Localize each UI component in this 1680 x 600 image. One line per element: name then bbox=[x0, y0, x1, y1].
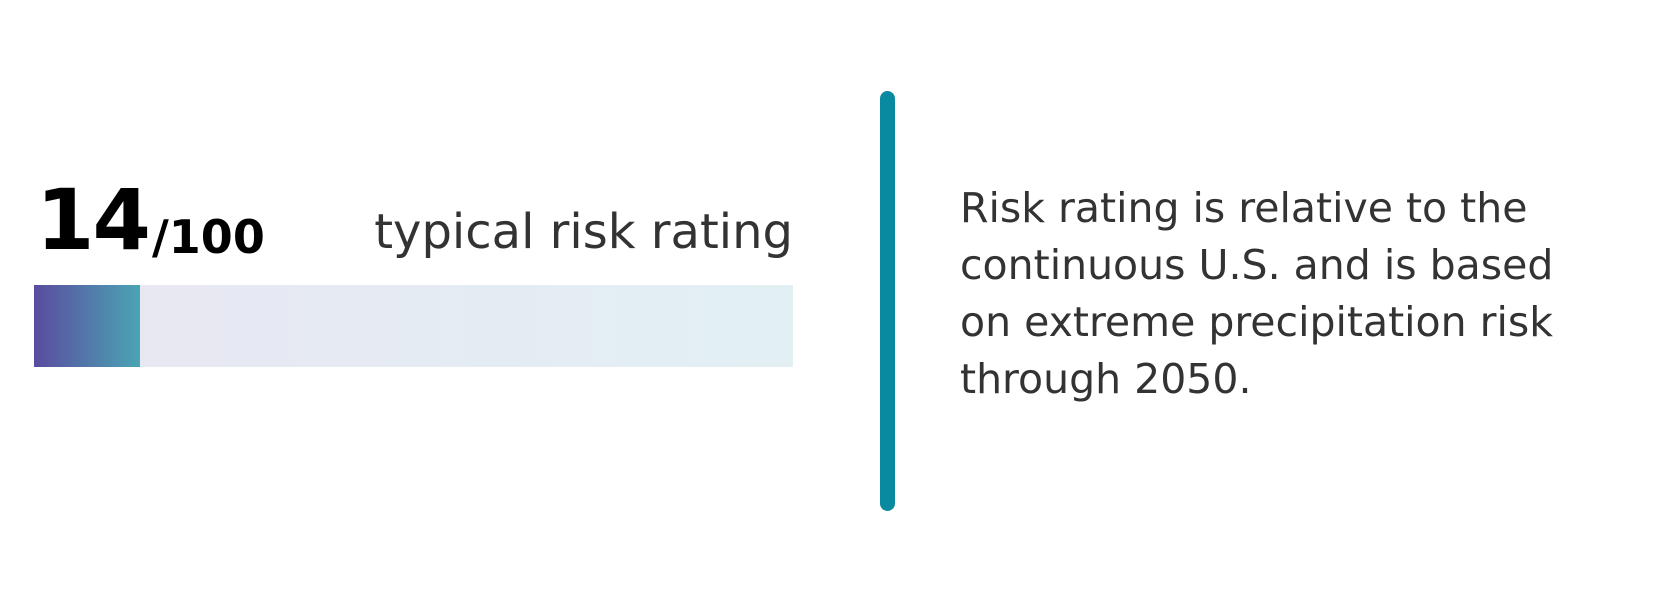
score: 14 bbox=[36, 171, 151, 269]
score-max: /100 bbox=[152, 210, 265, 264]
description: Risk rating is relative to the continuou… bbox=[960, 184, 1554, 403]
score-fill bbox=[34, 285, 141, 367]
score-track bbox=[34, 285, 793, 367]
divider bbox=[880, 91, 895, 511]
rating-label: typical risk rating bbox=[374, 204, 793, 260]
